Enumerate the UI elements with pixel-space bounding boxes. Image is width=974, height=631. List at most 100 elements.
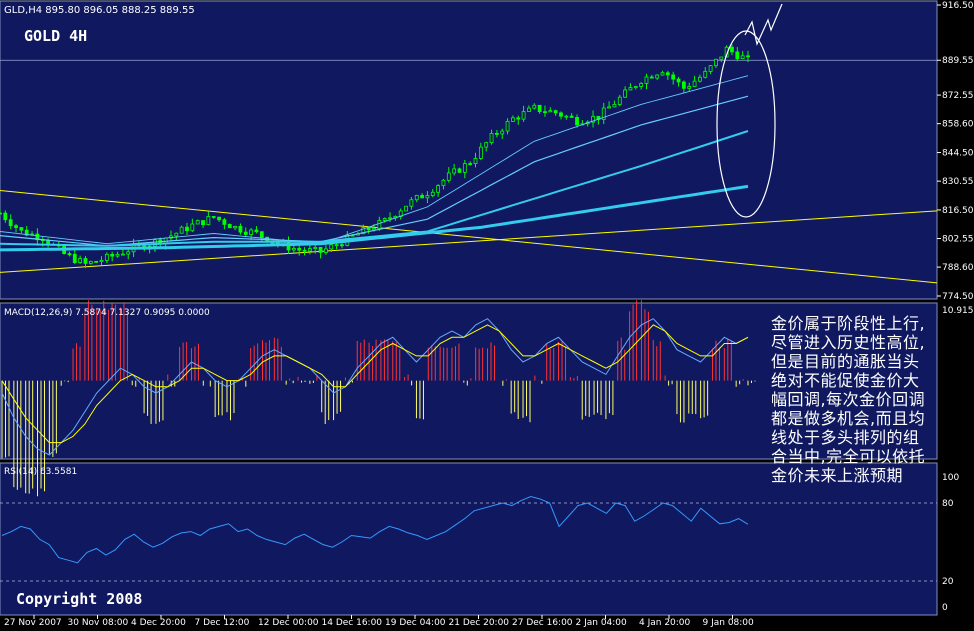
candle-body — [8, 219, 13, 227]
x-tick-label: 19 Dec 04:00 — [385, 618, 446, 628]
rsi-panel — [0, 462, 938, 616]
candle-body — [94, 261, 99, 263]
candle-body — [681, 81, 686, 89]
price-tick-label: 830.55 — [942, 177, 974, 187]
candle-body — [457, 168, 462, 173]
symbol-info: GLD,H4 895.80 896.05 888.25 889.55 — [4, 5, 195, 16]
x-tick-label: 27 Dec 16:00 — [512, 618, 573, 628]
candle-body — [366, 227, 371, 231]
candle-body — [377, 220, 382, 229]
price-tick-label: 774.50 — [942, 292, 974, 302]
candle-body — [644, 76, 649, 84]
candle-body — [0, 212, 2, 215]
candle-body — [297, 247, 302, 251]
candle-body — [222, 219, 227, 225]
candle-body — [543, 111, 547, 114]
candle-body — [179, 226, 184, 234]
candle-body — [110, 253, 115, 257]
candle-body — [409, 199, 414, 207]
candle-body — [687, 86, 692, 89]
candle-body — [703, 70, 708, 78]
candle-body — [735, 51, 740, 60]
candle-body — [291, 247, 296, 251]
candle-body — [24, 229, 29, 236]
x-tick-label: 21 Dec 20:00 — [449, 618, 510, 628]
candle-body — [655, 74, 660, 79]
candle-body — [553, 110, 558, 114]
candle-body — [254, 229, 259, 233]
candle-body — [404, 205, 408, 212]
rsi-tick-label: 100 — [942, 473, 959, 483]
candle-body — [334, 244, 339, 247]
candle-body — [441, 179, 446, 186]
candle-body — [126, 251, 131, 255]
candle-body — [575, 117, 579, 126]
candle-body — [201, 220, 205, 226]
x-tick-label: 2 Jan 04:00 — [576, 618, 628, 628]
candle-body — [104, 253, 109, 261]
candle-body — [233, 225, 237, 229]
candle-body — [425, 195, 430, 199]
candle-body — [414, 194, 419, 201]
trendline-1 — [0, 210, 938, 273]
candle-body — [559, 112, 563, 117]
candle-body — [190, 223, 195, 232]
candle-body — [494, 133, 499, 135]
candle-body — [452, 168, 457, 174]
candle-body — [671, 74, 676, 80]
moving-average-fast — [0, 75, 749, 245]
candle-body — [462, 163, 467, 173]
candle-body — [478, 146, 483, 159]
candle-body — [446, 172, 451, 181]
price-tick-label: 802.55 — [942, 235, 974, 245]
candle-body — [307, 248, 312, 252]
candle-body — [19, 227, 24, 231]
price-tick-label: 788.60 — [942, 263, 974, 273]
candle-body — [78, 258, 83, 263]
x-tick-label: 7 Dec 12:00 — [195, 618, 250, 628]
price-panel — [0, 0, 938, 300]
candle-body — [746, 55, 750, 58]
candle-body — [698, 76, 702, 82]
candle-body — [115, 253, 120, 257]
candle-body — [318, 247, 323, 253]
candle-body — [516, 117, 521, 120]
candle-body — [361, 227, 366, 235]
rsi-tick-label: 80 — [942, 499, 954, 509]
candle-body — [120, 253, 125, 256]
signal-line — [1, 324, 749, 444]
candle-body — [601, 107, 606, 120]
candle-body — [430, 191, 435, 196]
x-tick-label: 9 Jan 08:00 — [703, 618, 755, 628]
candle-body — [633, 86, 638, 88]
candle-body — [388, 217, 392, 220]
candle-body — [591, 115, 595, 123]
candle-body — [3, 212, 8, 221]
candle-body — [329, 244, 334, 250]
candle-body — [211, 216, 216, 218]
candle-body — [649, 76, 654, 79]
candle-body — [548, 110, 553, 113]
rsi-tick-label: 20 — [942, 577, 954, 587]
candle-body — [174, 232, 179, 237]
x-tick-label: 4 Dec 20:00 — [131, 618, 186, 628]
macd-panel — [0, 302, 938, 460]
candle-body — [612, 104, 617, 108]
rsi-plot — [0, 495, 937, 582]
candle-body — [692, 80, 697, 87]
macd-label: MACD(12,26,9) 7.5874 7.1327 0.9095 0.000… — [4, 308, 210, 318]
candle-body — [527, 107, 531, 112]
candle-body — [708, 65, 713, 72]
candle-body — [676, 78, 681, 83]
rsi-line — [1, 495, 749, 564]
candle-body — [607, 106, 611, 109]
candle-body — [35, 233, 40, 241]
candle-body — [719, 56, 724, 60]
price-tick-label: 889.55 — [942, 56, 974, 66]
candle-body — [665, 72, 670, 76]
candle-body — [511, 117, 515, 122]
candle-body — [500, 130, 505, 135]
candle-body — [660, 72, 665, 76]
candle-body — [569, 115, 574, 118]
